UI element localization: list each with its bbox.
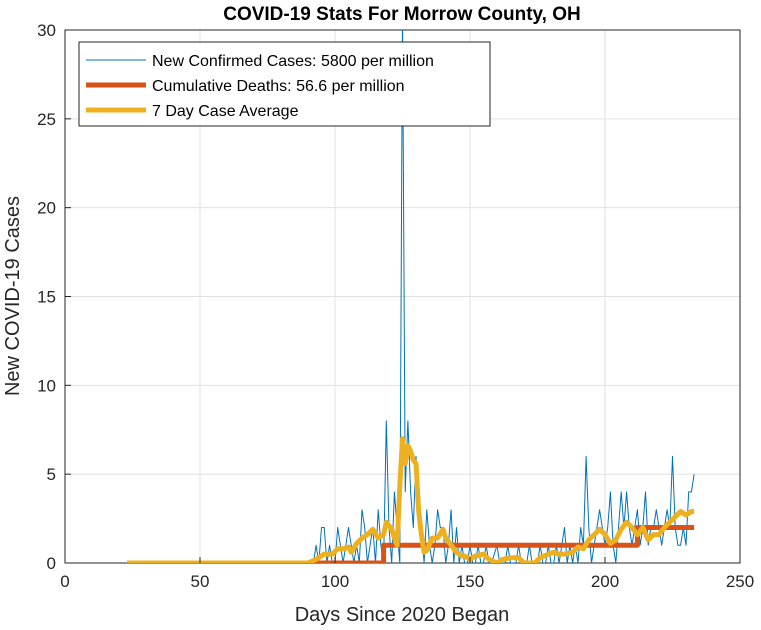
y-tick-label: 0 xyxy=(47,554,56,573)
x-tick-label: 200 xyxy=(591,572,619,591)
legend-label-new-cases: New Confirmed Cases: 5800 per million xyxy=(152,53,434,70)
x-tick-label: 250 xyxy=(726,572,754,591)
x-axis-label: Days Since 2020 Began xyxy=(295,604,510,626)
y-tick-label: 30 xyxy=(37,21,56,40)
y-tick-label: 5 xyxy=(47,465,56,484)
series-cumulative-deaths xyxy=(127,525,695,563)
series-new-confirmed-cases xyxy=(127,30,695,563)
y-tick-label: 15 xyxy=(37,288,56,307)
legend: New Confirmed Cases: 5800 per million Cu… xyxy=(78,41,491,127)
legend-label-cumulative-deaths: Cumulative Deaths: 56.6 per million xyxy=(152,78,405,95)
y-tick-label: 25 xyxy=(37,110,56,129)
x-tick-label: 50 xyxy=(191,572,210,591)
legend-box xyxy=(78,41,491,127)
y-tick-label: 10 xyxy=(37,376,56,395)
x-tick-label: 100 xyxy=(321,572,349,591)
axis-ticks: 0 50 100 150 200 250 0 5 10 15 20 25 30 xyxy=(37,21,754,591)
x-tick-label: 150 xyxy=(456,572,484,591)
y-tick-label: 20 xyxy=(37,199,56,218)
x-tick-label: 0 xyxy=(60,572,69,591)
y-axis-label: New COVID-19 Cases xyxy=(2,196,24,396)
legend-label-7-day-average: 7 Day Case Average xyxy=(152,103,299,120)
chart-title: COVID-19 Stats For Morrow County, OH xyxy=(223,4,581,25)
